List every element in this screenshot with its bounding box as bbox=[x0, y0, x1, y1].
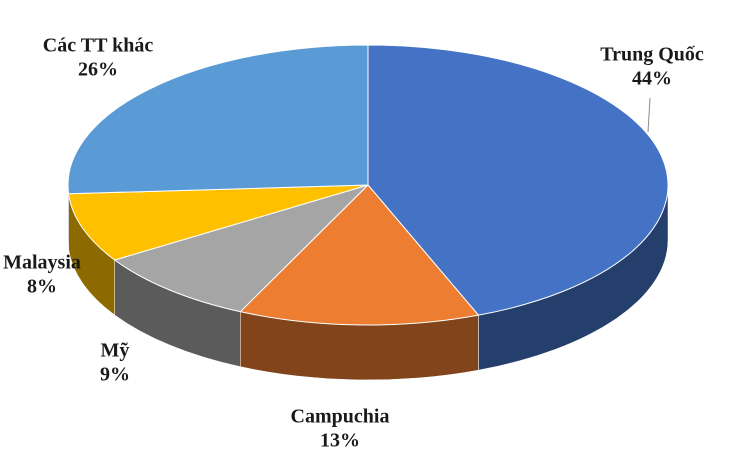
slice-label: Trung Quốc bbox=[600, 44, 704, 66]
slice-value-label: 8% bbox=[27, 276, 57, 298]
slice-value-label: 26% bbox=[78, 59, 118, 81]
slice-label: Malaysia bbox=[3, 252, 81, 274]
slice-value-label: 13% bbox=[320, 430, 360, 452]
leader-line bbox=[647, 97, 651, 133]
slice-label: Mỹ bbox=[101, 340, 130, 362]
slice bbox=[113, 184, 369, 313]
slice-value-label: 44% bbox=[632, 68, 672, 90]
slice-label: Campuchia bbox=[291, 406, 390, 428]
slice bbox=[367, 44, 669, 316]
slice bbox=[239, 184, 480, 326]
slice-value-label: 9% bbox=[100, 364, 130, 386]
slice bbox=[67, 44, 369, 195]
slice-label: Các TT khác bbox=[43, 35, 154, 57]
slice bbox=[68, 184, 369, 261]
